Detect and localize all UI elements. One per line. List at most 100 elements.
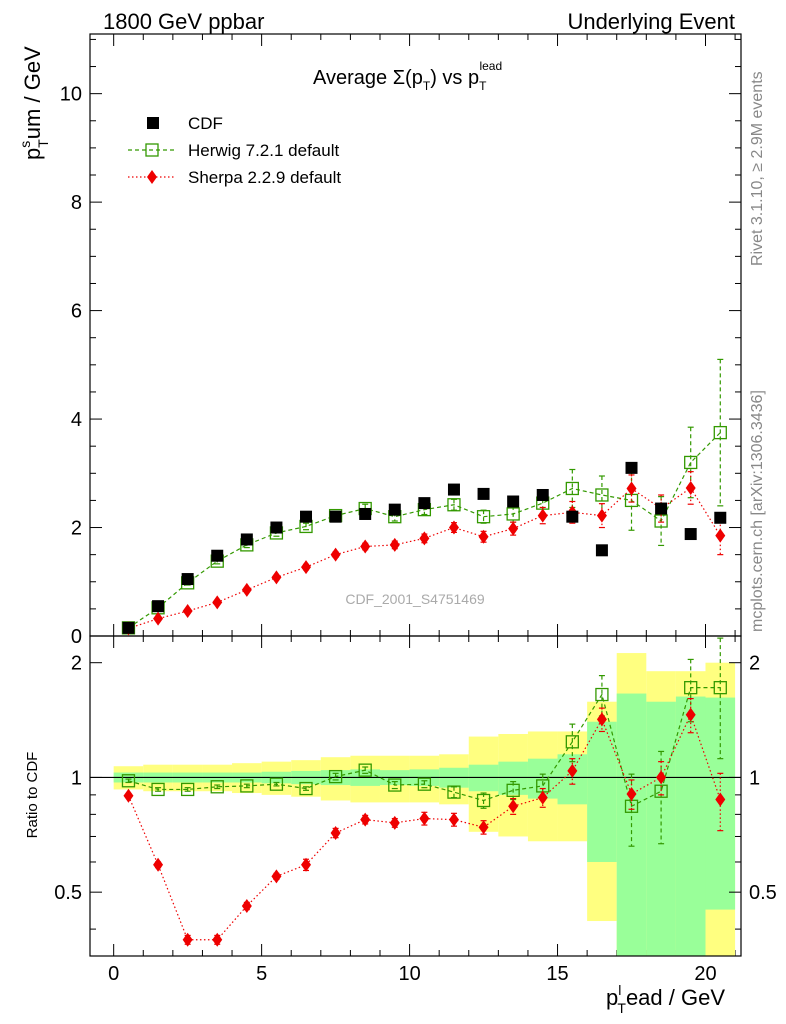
ratio-sherpa-point: [478, 820, 489, 835]
cdf-point: [359, 507, 372, 520]
cdf-point: [566, 510, 579, 523]
cdf-point: [655, 502, 668, 515]
sherpa-point: [715, 528, 726, 543]
legend-sherpa-marker: [147, 170, 157, 184]
cdf-point: [240, 533, 253, 546]
cdf-point: [477, 487, 490, 500]
legend-herwig-label: Herwig 7.2.1 default: [188, 141, 339, 160]
ratio-herwig-point: [684, 681, 698, 695]
ratio-plot: 0 5 10 15 20 0.5 0.5 1 1 2 2: [54, 635, 777, 985]
sherpa-point: [448, 520, 459, 535]
x-tick-label: 15: [546, 963, 568, 985]
y-tick-label: 0: [71, 626, 82, 648]
ratio-sherpa-point: [537, 790, 548, 805]
sherpa-point: [301, 560, 312, 575]
x-tick-label: 10: [398, 963, 420, 985]
ratio-sherpa-point: [656, 770, 667, 785]
xlabel: pl Tead / GeV: [606, 982, 725, 1016]
ratio-sherpa-point: [212, 932, 223, 947]
x-tick-label: 20: [694, 963, 716, 985]
main-title: Average Σ(pT) vs pTlead: [313, 59, 502, 93]
ratio-y-tick-label: 0.5: [54, 882, 82, 904]
analysis-watermark: CDF_2001_S4751469: [345, 591, 485, 607]
legend: CDF Herwig 7.2.1 default Sherpa 2.2.9 de…: [128, 114, 341, 187]
rivet-label: Rivet 3.1.10, ≥ 2.9M events: [749, 71, 766, 266]
ratio-herwig-point: [565, 735, 579, 749]
mcplots-label: mcplots.cern.ch [arXiv:1306.3436]: [749, 390, 766, 632]
sherpa-point: [596, 508, 607, 523]
ratio-sherpa-point: [715, 792, 726, 807]
ratio-y-tick-label: 2: [71, 653, 82, 675]
cdf-point: [388, 503, 401, 516]
ratio-sherpa-point: [596, 712, 607, 727]
ratio-frame: [89, 635, 742, 957]
sherpa-point: [212, 595, 223, 610]
herwig-point: [565, 481, 579, 496]
ratio-sherpa-line: [127, 713, 721, 941]
ratio-herwig-point: [328, 769, 343, 784]
cdf-point: [300, 510, 313, 523]
cdf-point: [122, 621, 135, 634]
ratio-herwig-point: [121, 774, 136, 788]
y-tick-label: 4: [71, 409, 82, 431]
ratio-herwig-point: [388, 778, 402, 792]
ratio-herwig-point: [654, 784, 668, 798]
sherpa-point: [626, 481, 637, 496]
ratio-herwig-point: [269, 777, 284, 791]
ratio-sherpa-point: [448, 812, 459, 827]
ratio-sherpa-point: [123, 788, 134, 803]
ratio-herwig-point: [299, 781, 313, 796]
sherpa-point: [330, 547, 341, 562]
legend-sherpa-label: Sherpa 2.2.9 default: [188, 168, 341, 187]
ratio-herwig-point: [180, 782, 195, 797]
cdf-point: [595, 544, 608, 557]
herwig-point: [476, 510, 491, 524]
ratio-sherpa-point: [626, 786, 637, 801]
ratio-herwig-point: [240, 779, 254, 793]
ratio-herwig-point: [417, 777, 432, 791]
cdf-point: [684, 528, 697, 541]
ratio-herwig-point: [447, 785, 461, 799]
y-tick-label: 2: [71, 518, 82, 540]
sherpa-point: [389, 537, 400, 552]
herwig-point: [684, 455, 698, 470]
sherpa-point: [685, 480, 696, 495]
sherpa-point: [419, 531, 430, 546]
legend-herwig-marker: [145, 143, 159, 157]
herwig-point: [447, 498, 461, 512]
ratio-y-tick-label: 1: [71, 767, 82, 789]
y-tick-label: 8: [71, 192, 82, 214]
cdf-point: [625, 461, 638, 474]
header-right: Underlying Event: [567, 9, 735, 34]
ratio-sherpa-point: [508, 799, 519, 814]
herwig-point: [713, 425, 727, 440]
cdf-point: [211, 549, 224, 562]
y-tick-label: 10: [60, 84, 82, 106]
sherpa-point: [360, 539, 371, 554]
ratio-herwig-point: [713, 681, 727, 695]
herwig-point: [595, 488, 609, 502]
ratio-herwig-point: [476, 793, 491, 808]
sherpa-point: [182, 604, 193, 619]
main-ylabel: ps Tum / GeV: [17, 46, 51, 160]
cdf-point: [152, 600, 165, 613]
ratio-band-inner: [587, 721, 617, 862]
cdf-point: [447, 483, 460, 496]
cdf-point: [507, 495, 520, 508]
legend-cdf-marker: [147, 117, 159, 129]
ratio-y-tick-label-right: 0.5: [749, 882, 777, 904]
ratio-herwig-point: [210, 780, 224, 794]
ratio-sherpa-point: [567, 763, 578, 778]
cdf-point: [536, 488, 549, 501]
cdf-point: [181, 573, 194, 586]
ratio-sherpa-point: [360, 812, 371, 827]
ratio-sherpa-point: [241, 898, 252, 913]
sherpa-point: [537, 508, 548, 523]
ratio-sherpa-point: [153, 857, 164, 872]
sherpa-point: [271, 570, 282, 585]
ratio-sherpa-point: [182, 932, 193, 947]
ratio-herwig-point: [506, 783, 520, 797]
header-left: 1800 GeV ppbar: [103, 9, 264, 34]
cdf-point: [329, 510, 342, 523]
x-tick-label: 5: [256, 963, 267, 985]
